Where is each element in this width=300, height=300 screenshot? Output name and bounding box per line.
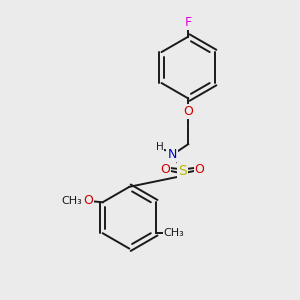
Text: H: H (156, 142, 164, 152)
Text: O: O (183, 105, 193, 118)
Text: F: F (185, 16, 192, 29)
Text: CH₃: CH₃ (61, 196, 82, 206)
Text: S: S (178, 164, 187, 178)
Text: O: O (194, 163, 204, 176)
Text: CH₃: CH₃ (164, 228, 184, 238)
Text: O: O (160, 163, 170, 176)
Text: N: N (167, 148, 177, 161)
Text: O: O (83, 194, 93, 207)
